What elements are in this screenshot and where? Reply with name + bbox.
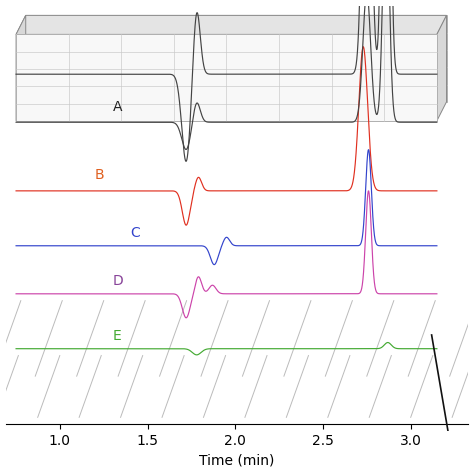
Polygon shape bbox=[16, 15, 26, 121]
Text: C: C bbox=[130, 226, 140, 239]
Polygon shape bbox=[437, 15, 447, 121]
Polygon shape bbox=[26, 15, 447, 102]
Text: E: E bbox=[112, 328, 121, 343]
Polygon shape bbox=[16, 15, 447, 35]
X-axis label: Time (min): Time (min) bbox=[199, 454, 275, 467]
Polygon shape bbox=[16, 35, 437, 121]
Text: B: B bbox=[95, 168, 105, 182]
Text: D: D bbox=[112, 273, 123, 288]
Text: A: A bbox=[112, 100, 122, 114]
